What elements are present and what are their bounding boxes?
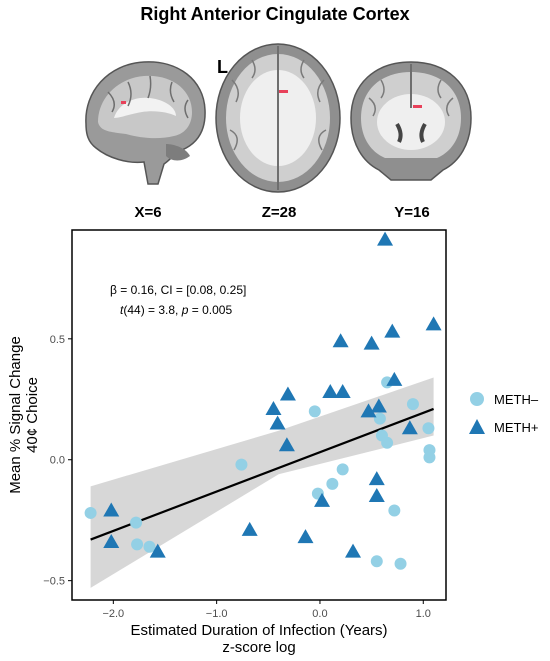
figure-title: Right Anterior Cingulate Cortex <box>140 4 410 24</box>
stat-p-value: = 0.005 <box>188 303 233 317</box>
data-point-meth-plus <box>360 403 377 418</box>
stat-beta-ci: β = 0.16, CI = [0.08, 0.25] <box>110 283 247 297</box>
data-point-meth-plus <box>103 533 120 548</box>
data-point-meth-plus <box>386 371 403 386</box>
data-point-meth-plus <box>368 471 385 486</box>
slice-label-y: Y=16 <box>394 204 430 221</box>
y-axis-label: Mean % Signal Change <box>7 336 24 494</box>
stat-t-symbol: t <box>120 303 124 317</box>
stat-p-symbol: p <box>181 303 189 317</box>
y-tick-label: 0.5 <box>50 334 65 346</box>
data-point-meth-plus <box>149 543 166 558</box>
coronal-brain-image <box>350 61 472 181</box>
x-tick-label: −2.0 <box>102 608 124 620</box>
data-point-meth-plus <box>425 316 442 331</box>
stat-t-value: (44) = 3.8, <box>123 303 182 317</box>
data-point-meth-plus <box>370 398 387 413</box>
data-point-meth-minus <box>406 398 419 411</box>
legend-label-meth-minus: METH– <box>494 391 539 407</box>
sagittal-brain-image <box>85 61 206 185</box>
data-point-meth-minus <box>131 538 144 551</box>
x-tick-label: −1.0 <box>206 608 228 620</box>
x-axis-sublabel: z-score log <box>222 639 295 656</box>
data-point-meth-plus <box>401 420 418 435</box>
legend-circle-marker <box>470 392 484 406</box>
data-point-meth-plus <box>322 384 339 399</box>
orientation-label: L <box>217 57 228 77</box>
roi-marker-axial <box>279 90 288 93</box>
data-point-meth-minus <box>336 463 349 476</box>
confidence-band <box>90 377 434 588</box>
data-point-meth-minus <box>130 516 143 529</box>
data-point-meth-minus <box>326 477 339 490</box>
data-point-meth-plus <box>269 415 286 430</box>
data-point-meth-plus <box>368 488 385 503</box>
scatter-chart: −2.0 −1.0 0.0 1.0 −0.5 0.0 0.5 Estimated Durati… <box>7 229 447 656</box>
data-point-meth-plus <box>345 543 362 558</box>
legend-triangle-marker <box>469 419 485 434</box>
data-point-meth-minus <box>84 506 97 519</box>
y-tick-label: −0.5 <box>43 576 65 588</box>
data-point-meth-minus <box>308 405 321 418</box>
data-point-meth-minus <box>143 540 156 553</box>
stat-t-test: t(44) = 3.8, p = 0.005 <box>120 303 232 317</box>
plot-frame <box>71 229 447 601</box>
data-point-meth-plus <box>332 333 349 348</box>
x-axis-label: Estimated Duration of Infection (Years) <box>130 622 387 639</box>
legend-item-meth-plus: METH+ <box>468 413 538 441</box>
data-point-meth-plus <box>265 400 282 415</box>
axial-brain-image <box>215 43 341 193</box>
data-point-meth-minus <box>423 451 436 464</box>
x-tick-label: 1.0 <box>416 608 431 620</box>
roi-marker-coronal <box>413 105 422 108</box>
y-tick-label: 0.0 <box>50 455 65 467</box>
legend-label-meth-plus: METH+ <box>494 419 539 435</box>
data-point-meth-plus <box>384 323 401 338</box>
roi-marker-sagittal <box>121 101 126 104</box>
data-point-meth-plus <box>241 521 258 536</box>
legend: METH– METH+ <box>468 385 538 441</box>
legend-item-meth-minus: METH– <box>468 385 538 413</box>
data-point-meth-plus <box>363 335 380 350</box>
data-point-meth-minus <box>394 557 407 570</box>
data-point-meth-plus <box>279 386 296 401</box>
data-point-meth-plus <box>334 384 351 399</box>
data-point-meth-plus <box>377 231 394 246</box>
y-axis-sublabel: 40¢ Choice <box>24 377 41 453</box>
data-point-meth-minus <box>388 504 401 517</box>
data-point-meth-plus <box>314 492 331 507</box>
data-point-meth-plus <box>103 502 120 517</box>
data-point-meth-plus <box>278 437 295 452</box>
data-point-meth-minus <box>370 555 383 568</box>
regression-line <box>90 407 434 541</box>
data-point-meth-minus <box>381 436 394 449</box>
slice-label-x: X=6 <box>134 204 162 221</box>
data-point-meth-plus <box>297 529 314 544</box>
x-tick-label: 0.0 <box>312 608 327 620</box>
slice-label-z: Z=28 <box>261 204 297 221</box>
data-point-meth-minus <box>422 422 435 435</box>
data-point-meth-minus <box>373 412 386 425</box>
data-point-meth-minus <box>235 458 248 471</box>
